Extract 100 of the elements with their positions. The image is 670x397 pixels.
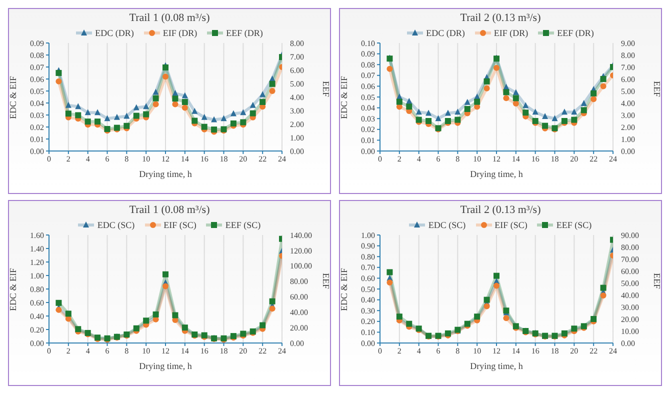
point [561,108,568,115]
point [152,88,159,95]
x-tick-label: 18 [550,154,559,164]
y-tick-label: 0.01 [361,136,375,146]
x-tick-label: 4 [86,346,90,356]
point [172,101,178,108]
y2-tick-label: 2.00 [621,122,635,132]
y-tick-label: 0.05 [361,92,375,102]
y2-tick-label: 0.00 [290,146,304,156]
y2-tick-label: 7.00 [290,52,304,62]
point [133,104,140,110]
y2-tick-label: 80.00 [621,242,639,252]
point [124,122,130,129]
x-tick-label: 16 [531,154,540,164]
x-tick-label: 14 [180,346,189,356]
x-tick-label: 2 [397,154,402,164]
x-tick-label: 14 [512,154,520,164]
point [201,124,208,130]
y2-tick-label: 1.00 [290,133,304,142]
point [522,102,529,108]
y-tick-label: 0.09 [361,50,375,59]
point [503,95,510,102]
y2-axis-title: EEF [652,80,662,97]
y2-tick-label: 50.00 [621,278,639,288]
point [464,106,470,112]
point [143,111,150,118]
point [426,110,432,116]
y-tick-label: 0.02 [30,122,44,132]
y2-tick-label: 120.00 [290,246,312,256]
point [182,98,188,105]
point [600,76,606,82]
point [250,110,256,116]
x-tick-label: 10 [142,154,150,164]
point [75,103,82,110]
x-tick-label: 6 [436,154,440,164]
point [201,114,208,120]
y-tick-label: 0.08 [361,60,375,70]
y-tick-label: 0.06 [30,74,44,84]
point [444,110,451,116]
point [84,109,91,116]
point [435,115,442,122]
chart-title: Trail 2 (0.13 m³/s) [459,11,542,26]
point [104,115,110,122]
y2-tick-label: 5.00 [621,86,635,96]
y-tick-label: 0.07 [30,62,44,72]
y-tick-label: 0.06 [361,82,375,92]
point [484,303,490,310]
x-tick-label: 22 [258,154,267,164]
y-axis-title: EDC & EIF [8,268,18,311]
legend-label: EDC (SC) [97,220,135,230]
point [484,78,490,84]
legend-label: EEF (SC) [225,220,261,230]
y2-tick-label: 100.00 [290,262,312,271]
x-tick-label: 24 [278,346,286,356]
point [65,310,72,317]
x-tick-label: 16 [531,346,540,356]
y-tick-label: 0.60 [361,274,375,284]
y-axis-title: EDC & EIF [8,76,18,119]
x-tick-label: 24 [278,154,286,164]
y2-tick-label: 40.00 [621,290,639,300]
point [580,107,587,114]
chart-title: Trail 1 (0.08 m³/s) [128,203,211,218]
point [182,104,188,111]
y2-tick-label: 8.00 [621,50,635,60]
legend-label: EIF (DR) [162,28,198,38]
y-tick-label: 0.03 [30,110,44,120]
x-tick-label: 16 [200,154,208,164]
y-tick-label: 0.07 [361,71,375,80]
point [192,118,198,124]
point [600,292,606,298]
point [416,108,422,115]
y-tick-label: 0.04 [30,98,44,108]
point [512,89,519,96]
y2-tick-label: 0.00 [621,338,635,348]
point [56,70,62,76]
x-tick-label: 6 [436,346,440,356]
point [386,66,393,72]
point [260,91,266,98]
legend-label: EIF (SC) [494,220,528,230]
point [182,92,188,98]
x-tick-label: 8 [124,346,129,356]
x-tick-label: 18 [220,154,228,164]
y-tick-label: 1.00 [30,271,44,280]
point [56,300,62,306]
y-tick-label: 0.50 [361,284,375,294]
y2-tick-label: 30.00 [621,302,639,312]
y2-tick-label: 3.00 [621,110,635,120]
y-tick-label: 1.60 [30,230,44,240]
y-axis-title: EDC & EIF [339,268,350,311]
y-tick-label: 0.01 [30,134,44,144]
x-tick-label: 0 [47,154,51,164]
point [484,296,490,303]
y2-tick-label: 90.00 [621,230,639,240]
x-tick-label: 20 [570,154,578,164]
x-axis-title: Drying time, h [139,361,192,371]
x-tick-label: 24 [609,154,617,164]
legend-label: EDC (SC) [428,220,466,230]
y2-tick-label: 6.00 [290,66,304,75]
y-tick-label: 1.40 [30,244,44,254]
point [474,98,480,105]
